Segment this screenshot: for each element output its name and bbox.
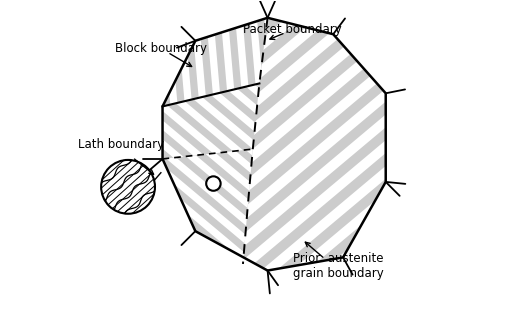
Text: Block boundary: Block boundary <box>115 42 207 56</box>
Polygon shape <box>132 0 225 331</box>
Polygon shape <box>0 14 481 331</box>
Text: Prior  austenite
grain boundary: Prior austenite grain boundary <box>293 252 384 280</box>
Text: Packet boundary: Packet boundary <box>243 23 341 36</box>
Polygon shape <box>0 0 405 331</box>
Polygon shape <box>0 0 456 331</box>
Polygon shape <box>218 0 311 331</box>
Polygon shape <box>0 89 522 331</box>
Polygon shape <box>175 0 268 331</box>
Polygon shape <box>0 0 468 331</box>
Polygon shape <box>247 0 340 331</box>
Polygon shape <box>146 0 240 331</box>
Circle shape <box>101 160 155 214</box>
Polygon shape <box>233 0 326 331</box>
Polygon shape <box>204 0 297 331</box>
Circle shape <box>206 176 221 191</box>
Text: Lath boundary: Lath boundary <box>78 138 164 151</box>
Polygon shape <box>0 0 393 331</box>
Polygon shape <box>0 0 443 331</box>
Polygon shape <box>161 0 254 331</box>
Polygon shape <box>0 74 522 331</box>
Polygon shape <box>0 0 431 331</box>
Polygon shape <box>0 29 494 331</box>
Polygon shape <box>0 44 506 331</box>
Polygon shape <box>0 0 418 331</box>
Polygon shape <box>162 18 386 270</box>
Polygon shape <box>0 59 519 331</box>
Polygon shape <box>189 0 282 331</box>
